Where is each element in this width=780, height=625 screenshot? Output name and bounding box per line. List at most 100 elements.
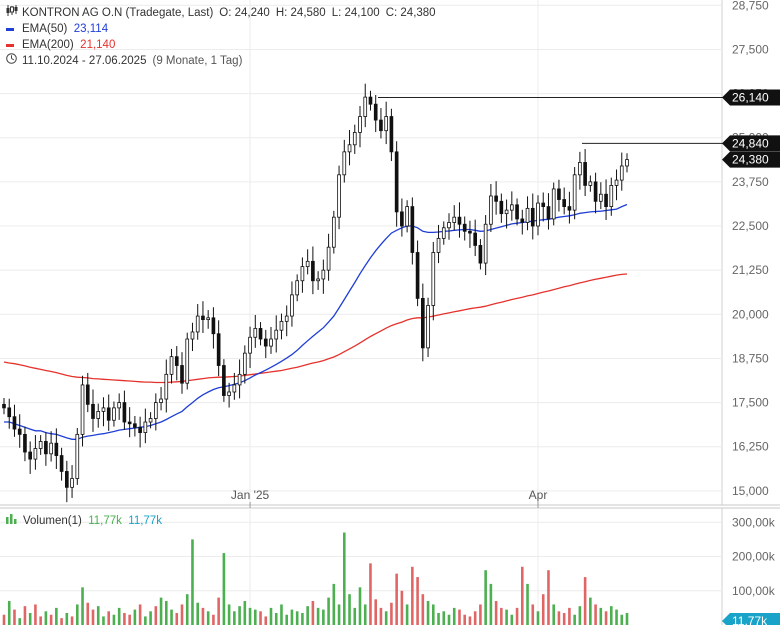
- candle: [12, 404, 17, 437]
- volume-bar: [75, 604, 79, 625]
- candle: [17, 414, 22, 448]
- candle: [509, 191, 514, 221]
- candle-body: [593, 181, 598, 202]
- volume-legend: Volumen(1) 11,77k 11,77k: [6, 514, 162, 527]
- volume-bar: [353, 607, 357, 625]
- candle-body: [59, 455, 64, 472]
- volume-tag-box: [722, 612, 780, 625]
- legend-ema200-row[interactable]: EMA(200) 21,140: [6, 37, 436, 53]
- candle-body: [462, 223, 467, 232]
- volume-bars: [2, 532, 629, 625]
- candle-body: [494, 195, 498, 202]
- candle-body: [138, 426, 142, 434]
- y-tick-label: 17,500: [732, 396, 769, 410]
- candle: [452, 205, 457, 231]
- y-tick-label: 28,750: [732, 0, 769, 12]
- candle-body: [101, 407, 106, 412]
- volume-bar: [384, 611, 388, 625]
- volume-bar: [112, 614, 116, 625]
- ema200-series: [3, 273, 628, 384]
- volume-bar: [196, 602, 200, 625]
- candle-body: [598, 193, 603, 202]
- candle: [290, 281, 294, 327]
- candle-body: [578, 162, 582, 176]
- candle-body: [190, 331, 195, 340]
- candle: [373, 94, 378, 133]
- volume-bar: [65, 613, 69, 625]
- legend-ema50-row[interactable]: EMA(50) 23,114: [6, 21, 436, 37]
- candle: [169, 348, 174, 384]
- ema200-line: [3, 273, 628, 384]
- candle-body: [91, 403, 95, 419]
- price-tag-label: 24,840: [732, 136, 769, 150]
- candle: [431, 241, 436, 321]
- candle-body: [33, 448, 38, 460]
- volume-bar: [86, 602, 90, 625]
- volume-bar: [306, 606, 309, 625]
- date-range-detail: (9 Monate, 1 Tag): [152, 55, 243, 67]
- candle: [468, 220, 472, 248]
- candle: [206, 310, 211, 329]
- volume-bar: [206, 611, 210, 625]
- open-label: O:: [219, 7, 232, 19]
- volume-bar: [164, 601, 168, 625]
- candle-body: [509, 204, 514, 211]
- ema50-swatch: [6, 27, 14, 31]
- candle: [562, 187, 567, 215]
- candle-body: [504, 209, 509, 215]
- candle-body: [447, 222, 451, 229]
- candle-body: [321, 269, 326, 280]
- candle: [578, 151, 582, 190]
- candle-body: [143, 421, 148, 434]
- candle-body: [127, 421, 132, 425]
- volume-bar: [133, 609, 137, 625]
- candle: [551, 182, 556, 226]
- candle: [133, 416, 137, 437]
- candle: [598, 182, 603, 210]
- candle: [64, 460, 69, 503]
- candle: [232, 372, 237, 400]
- candle-body: [75, 433, 80, 479]
- candle-body: [174, 356, 179, 366]
- candle: [122, 390, 127, 430]
- candle-body: [269, 338, 273, 347]
- candle-body: [389, 116, 394, 153]
- candle-body: [604, 193, 608, 207]
- volume-bar: [520, 566, 524, 625]
- volume-bar: [253, 609, 257, 625]
- y-tick-label: 21,250: [732, 263, 769, 277]
- candle: [33, 435, 38, 470]
- price-tag-box: [722, 135, 780, 152]
- candle-body: [185, 338, 190, 384]
- clock-icon: [6, 53, 18, 69]
- candle-body: [122, 402, 127, 423]
- volume-label: Volumen(1): [23, 514, 82, 527]
- candle-body: [588, 181, 593, 186]
- volume-bar: [44, 611, 48, 625]
- candle: [494, 181, 498, 215]
- volume-bar: [149, 611, 152, 625]
- volume-bar: [578, 606, 582, 625]
- volume-bar: [363, 604, 367, 625]
- candle-body: [195, 315, 200, 333]
- volume-bar: [34, 604, 37, 625]
- candle-body: [379, 119, 383, 132]
- candle-body: [64, 471, 69, 488]
- ema200-label: EMA(200): [22, 39, 74, 51]
- volume-bar: [39, 616, 42, 625]
- candle-body: [17, 428, 22, 435]
- volume-bar: [18, 618, 22, 625]
- candle: [520, 209, 525, 235]
- candle: [195, 304, 200, 340]
- candle: [38, 435, 43, 455]
- volume-bar: [562, 613, 566, 625]
- candle: [190, 322, 195, 352]
- volume-bar: [552, 604, 556, 625]
- volume-bar: [280, 604, 283, 625]
- candle-body: [300, 266, 305, 282]
- volume-bar: [264, 616, 268, 625]
- chart-legend: KONTRON AG O.N (Tradegate, Last) O: 24,2…: [6, 5, 436, 69]
- high-value: 24,580: [290, 7, 326, 19]
- price-tag: 24,840: [722, 135, 780, 152]
